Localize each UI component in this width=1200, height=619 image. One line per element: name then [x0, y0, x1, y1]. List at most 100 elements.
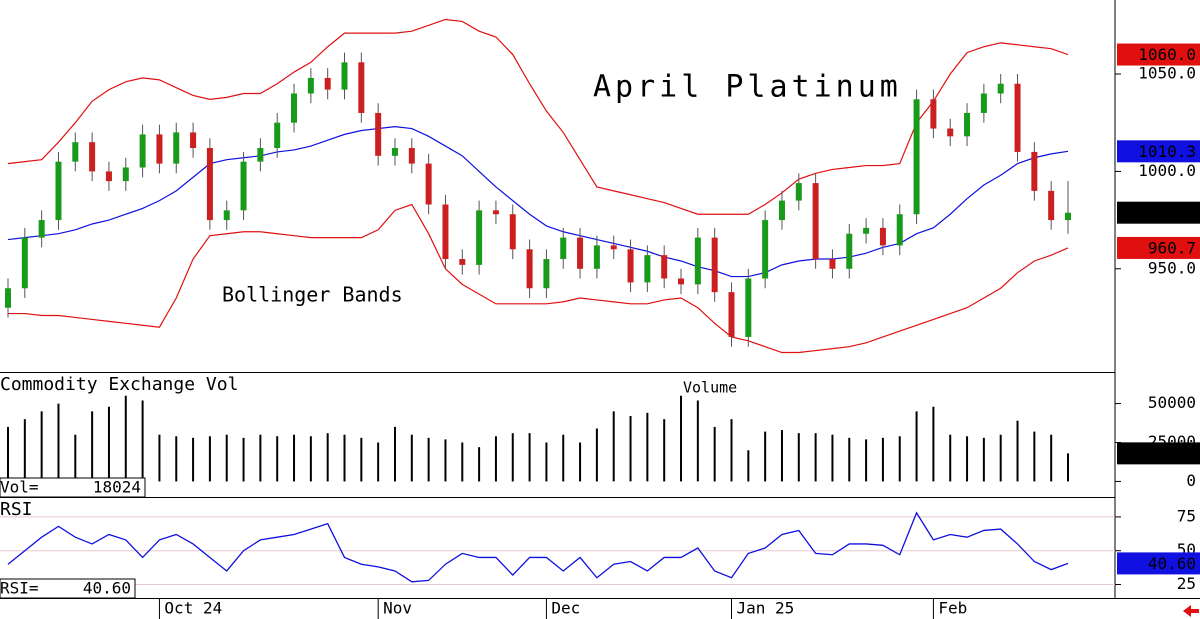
candle-body — [812, 183, 819, 260]
readout-value: 18024 — [93, 478, 141, 497]
candle-body — [291, 93, 298, 123]
candle-body — [964, 112, 971, 137]
candle-body — [947, 128, 954, 137]
candle-body — [55, 161, 62, 221]
value-box — [1117, 236, 1200, 259]
candle-body — [543, 259, 550, 289]
candle-body — [38, 220, 45, 238]
candle-body — [408, 148, 415, 164]
candle-body — [678, 278, 685, 285]
candle-body — [846, 233, 853, 269]
candle-body — [358, 62, 365, 113]
candle-body — [863, 227, 870, 234]
candle-body — [492, 210, 499, 215]
candle-body — [72, 142, 79, 162]
candle-body — [1065, 212, 1071, 221]
x-tick-label: Feb — [938, 599, 967, 618]
value-box-label: 18024 — [1148, 444, 1196, 463]
candle-body — [89, 142, 96, 172]
readout-label: Vol= — [0, 478, 39, 497]
value-box — [1117, 201, 1200, 224]
candle-body — [745, 278, 752, 337]
x-tick-label: Dec — [551, 599, 580, 618]
candle-body — [139, 134, 146, 168]
candle-body — [694, 237, 701, 285]
candle-body — [391, 148, 398, 156]
candle-body — [21, 237, 28, 289]
value-box-label: 1060.0 — [1138, 45, 1196, 64]
candle-body — [1014, 83, 1021, 152]
y-tick-label: 0 — [1186, 471, 1196, 490]
y-tick-label: 950.0 — [1148, 258, 1196, 277]
value-box-label: 1010.3 — [1138, 142, 1196, 161]
candle-body — [997, 83, 1004, 94]
candle-body — [105, 171, 112, 182]
candle-body — [829, 259, 836, 269]
readout-value: 40.60 — [83, 579, 131, 598]
y-tick-label: 1050.0 — [1138, 64, 1196, 83]
candle-body — [459, 259, 466, 265]
candle-body — [122, 167, 129, 182]
candle-body — [930, 99, 937, 129]
candle-body — [240, 161, 247, 211]
candle-body — [577, 237, 584, 269]
candle-body — [879, 227, 886, 246]
band-line — [8, 203, 1069, 354]
candle-body — [644, 255, 651, 283]
candle-body — [476, 210, 483, 265]
value-box — [1117, 140, 1200, 163]
scroll-arrow[interactable] — [1183, 605, 1199, 617]
x-tick-label: Nov — [383, 599, 412, 618]
candle-body — [762, 220, 769, 279]
value-box-label: 40.60 — [1148, 554, 1196, 573]
candle-body — [375, 112, 382, 156]
y-tick-label: 75 — [1177, 506, 1196, 525]
candle-body — [728, 292, 735, 337]
band-line — [7, 18, 1069, 215]
panel-subtitle: Volume — [683, 379, 737, 397]
value-box — [1117, 552, 1200, 575]
candle-body — [425, 163, 432, 205]
panel-title: Commodity Exchange Vol — [0, 374, 238, 395]
candle-body — [661, 255, 668, 279]
candle-body — [509, 214, 516, 250]
value-box — [1117, 442, 1200, 465]
candle-body — [5, 288, 11, 308]
candle-body — [257, 148, 264, 162]
candle-body — [593, 245, 600, 269]
x-tick-label: Oct 24 — [164, 599, 222, 618]
candle-body — [913, 99, 920, 215]
candle-body — [795, 183, 802, 201]
candle-body — [560, 237, 567, 260]
y-tick-label: 1000.0 — [1138, 161, 1196, 180]
candle-body — [307, 77, 314, 94]
readout-box — [0, 578, 136, 599]
candle-body — [274, 122, 281, 149]
value-box — [1117, 43, 1200, 66]
candle-body — [156, 134, 163, 164]
candle-body — [610, 245, 617, 250]
candle-body — [627, 249, 634, 283]
candle-body — [341, 62, 348, 90]
value-box-label: 978.8 — [1148, 203, 1196, 222]
candle-body — [1048, 190, 1055, 221]
y-tick-label: 25 — [1177, 574, 1196, 593]
candle-body — [711, 237, 718, 293]
x-tick-label: Jan 25 — [736, 599, 794, 618]
candle-body — [324, 77, 331, 90]
readout-box — [0, 477, 146, 498]
candle-body — [223, 210, 230, 221]
candle-body — [778, 200, 785, 221]
value-box-label: 960.7 — [1148, 238, 1196, 257]
candle-body — [1031, 151, 1038, 191]
readout-label: RSI= — [0, 579, 39, 598]
candle-body — [896, 214, 903, 246]
panel-title: RSI — [0, 499, 33, 520]
candle-body — [173, 132, 180, 164]
rsi-line — [7, 511, 1069, 583]
band-line — [7, 125, 1069, 278]
candle-body — [442, 204, 449, 260]
candle-body — [190, 132, 197, 149]
